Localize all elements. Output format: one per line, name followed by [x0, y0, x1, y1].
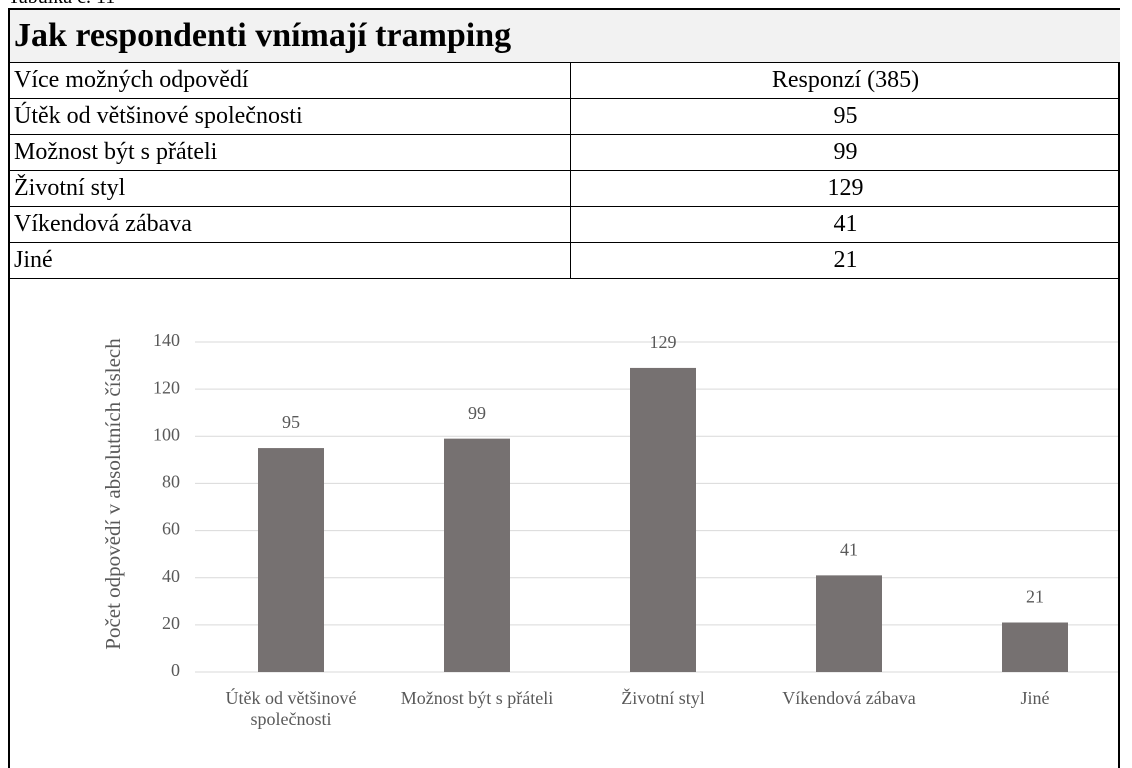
y-tick-label: 120 [153, 377, 180, 397]
y-tick-label: 40 [162, 566, 180, 586]
x-tick-label: Životní styl [621, 688, 705, 708]
x-tick-label: Útěk od většinové společnosti [225, 688, 357, 729]
y-axis-title: Počet odpovědí v absolutních číslech [101, 338, 125, 650]
cell: 41 [570, 206, 1120, 243]
table-title: Jak respondenti vnímají tramping [10, 10, 1120, 63]
cell: Možnost být s přáteli [10, 134, 571, 171]
bar [630, 367, 696, 672]
cell: Jiné [10, 242, 571, 279]
y-tick-label: 20 [162, 613, 180, 633]
y-tick-label: 60 [162, 519, 180, 539]
data-label: 41 [840, 539, 858, 559]
cell: 99 [570, 134, 1120, 171]
x-tick-label: Víkendová zábava [782, 688, 916, 708]
y-tick-label: 100 [153, 424, 180, 444]
bar [816, 575, 882, 672]
table-box: Jak respondenti vnímají tramping Více mo… [8, 8, 1120, 768]
bar [258, 448, 324, 672]
cell: Útěk od většinové společnosti [10, 98, 571, 135]
bar [444, 438, 510, 672]
data-label: 99 [468, 403, 486, 423]
data-label: 21 [1026, 587, 1044, 607]
cell: Víkendová zábava [10, 206, 571, 243]
y-tick-label: 80 [162, 472, 180, 492]
data-label: 129 [650, 332, 677, 352]
data-label: 95 [282, 412, 300, 432]
x-tick-label: Jiné [1020, 688, 1050, 708]
caption: Tabulka č. 11 [8, 0, 115, 9]
table: Jak respondenti vnímají tramping Více mo… [10, 10, 1120, 279]
y-tick-label: 140 [153, 330, 180, 350]
cell: 21 [570, 242, 1120, 279]
x-tick-label: Možnost být s přáteli [400, 688, 554, 708]
bar [1002, 622, 1068, 672]
y-tick-label: 0 [171, 660, 180, 680]
header-cell: Více možných odpovědí [10, 62, 571, 99]
